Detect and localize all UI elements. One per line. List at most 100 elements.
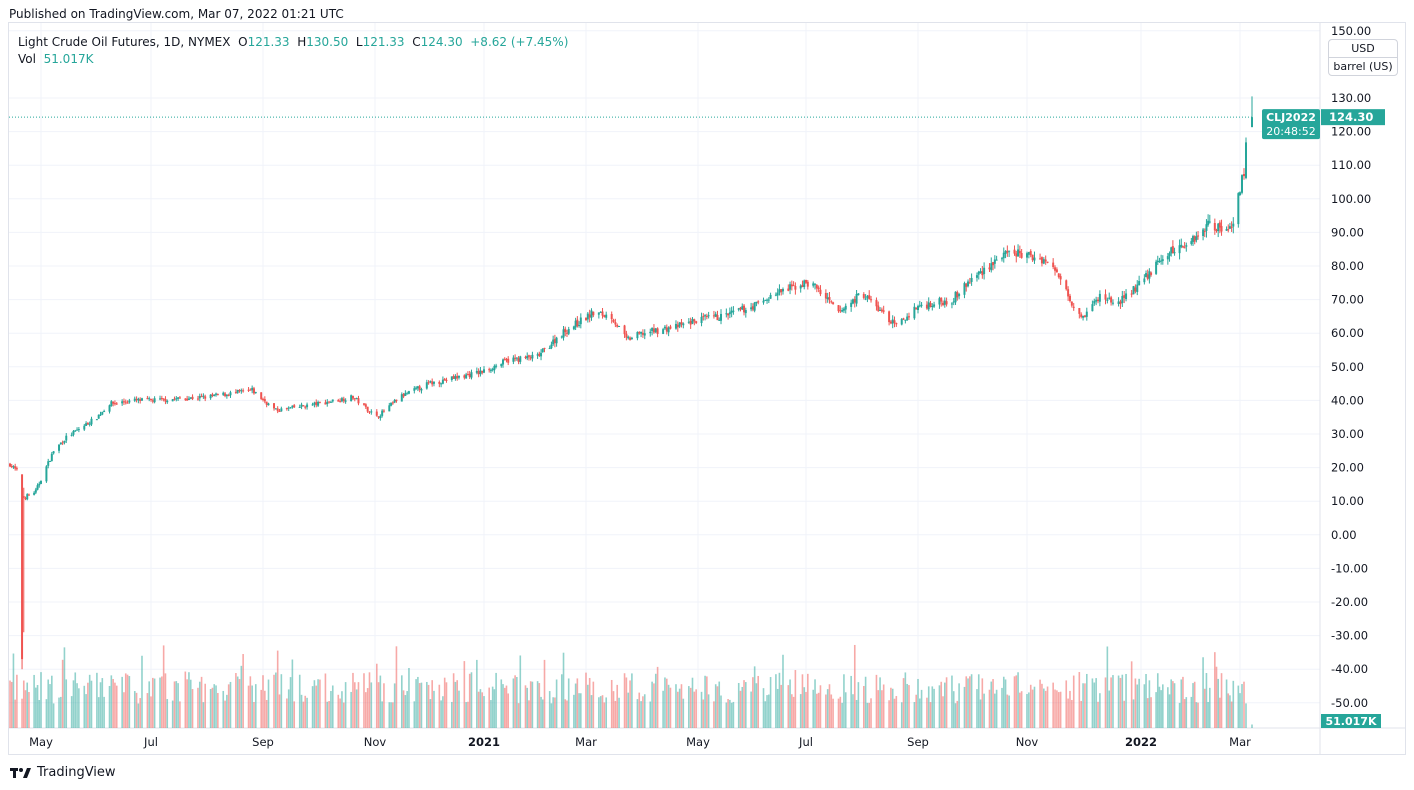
candle-body [1181,246,1184,248]
candle [137,397,140,404]
candle [720,309,723,325]
candle [377,416,380,419]
candle-body [560,336,563,338]
candle-body [1020,253,1023,258]
candle [276,406,279,414]
volume-bar [782,654,784,728]
candle-body [1136,284,1139,292]
candle [862,292,865,300]
candle-body [381,410,384,416]
volume-bar [1029,684,1032,728]
candle [251,385,254,394]
candle-body [643,333,646,336]
candle-body [1156,260,1159,263]
candle-body [353,398,356,400]
candle-body [1004,251,1007,254]
volume-bar [564,699,567,728]
candle [915,307,918,310]
volume-bar [1241,684,1243,728]
candle-body [1202,229,1205,236]
volume-bar [920,689,923,728]
candle-body [189,397,192,399]
candle-body [792,285,795,287]
close-value: 124.30 [420,35,463,49]
candle-body [1251,117,1253,128]
volume-bar [1230,701,1233,728]
candle [828,292,831,304]
candle [249,388,252,391]
candle [1185,242,1188,252]
candle [895,322,898,327]
candle [74,429,77,432]
candle-body [159,398,162,400]
volume-bar [1237,685,1240,728]
candle-body [26,494,29,500]
candle [342,396,345,404]
volume-bar [502,684,504,728]
currency-label[interactable]: USD [1329,40,1397,58]
candle-body [889,321,892,324]
candle [1166,252,1169,265]
tradingview-logo[interactable]: TradingView [10,765,116,780]
candle-body [882,310,885,312]
candle [975,272,978,282]
candle-body [1192,236,1195,242]
candle [536,352,539,359]
volume-bar [198,681,201,728]
unit-label[interactable]: barrel (US) [1333,60,1393,73]
candle [766,298,769,304]
volume-bar [1192,683,1194,728]
candle-body [691,318,694,324]
candle-body [952,301,955,303]
volume-bar [72,680,75,728]
volume-bar [40,672,42,728]
volume-bar [286,698,288,728]
candle-body [1015,253,1018,257]
y-tick-label: 100.00 [1331,192,1371,206]
candle [1130,289,1133,298]
currency-unit-box[interactable]: USD barrel (US) [1328,39,1398,76]
candle [298,404,301,408]
candle [432,381,435,387]
volume-bar [402,690,405,728]
candle-body [1008,250,1011,252]
volume-bar [623,673,626,728]
volume-bar [741,686,744,728]
volume-bar [1170,679,1173,728]
candle-body [601,311,604,316]
candle-body [977,271,980,275]
y-tick-label: -10.00 [1331,561,1368,575]
volume-bar [627,692,630,728]
candle-body [135,399,138,401]
volume-bar [1156,673,1159,728]
candle [1055,267,1058,273]
volume-bar [350,691,352,728]
candle [1225,226,1228,231]
symbol-title[interactable]: Light Crude Oil Futures, 1D, NYMEX [18,35,231,49]
candle [110,400,113,407]
volume-bar [540,696,542,728]
candle-body [285,408,288,410]
candle [762,297,765,305]
volume-bar [929,702,932,728]
candle [787,284,790,292]
chart-frame[interactable] [8,22,1406,755]
candle-body [99,414,102,416]
volume-bar [745,682,747,728]
candle [1072,302,1075,311]
candle-body [1104,294,1107,300]
candle-body [927,302,930,310]
candle [920,302,923,308]
candle-body [757,301,760,303]
candle [1156,255,1159,265]
change-value: +8.62 (+7.45%) [470,35,569,49]
volume-bar [677,691,679,728]
candle-body [1119,301,1122,305]
y-tick-label: 60.00 [1331,326,1364,340]
candle [540,349,543,361]
volume-bar [942,696,944,728]
candle-body [293,405,296,408]
candle [979,268,982,274]
candle-body [10,466,13,468]
